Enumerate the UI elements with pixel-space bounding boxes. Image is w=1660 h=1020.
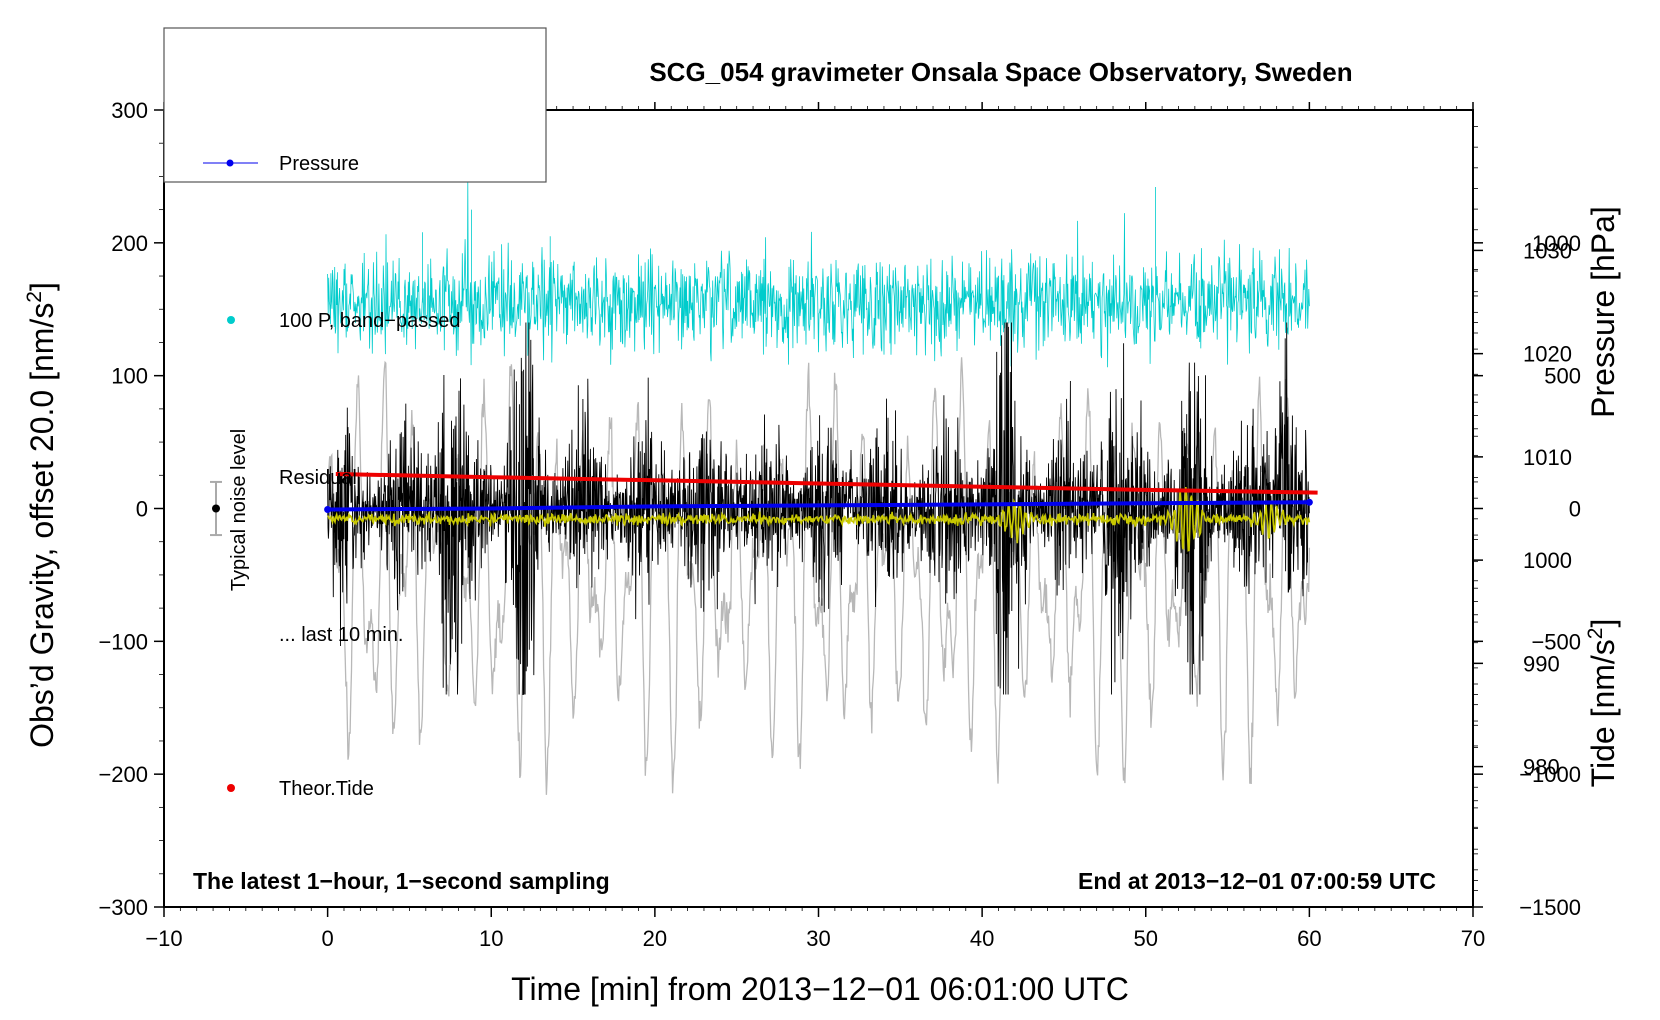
noise-level-indicator (210, 480, 222, 537)
noise-center-dot (212, 504, 220, 513)
theor-tide-label: Theor.Tide (279, 778, 374, 800)
pressure-tick-label: 1030 (1523, 238, 1572, 263)
legend-box (163, 27, 547, 183)
tide-tick-label: −1500 (1519, 895, 1581, 920)
x-tick-label: 70 (1461, 926, 1485, 951)
x-tick-label: 40 (970, 926, 994, 951)
tide-axis-title-sup: 2 (1584, 628, 1607, 640)
y-axis-left: −300 −200 −100 0 100 200 300 (98, 98, 164, 920)
residual-label: Residual (279, 467, 357, 489)
y-axis-title-main: Obs’d Gravity, offset 20.0 [nm/s (24, 303, 60, 748)
pressure-tick-label: 1000 (1523, 548, 1572, 573)
legend: Pressure (163, 27, 547, 183)
y-tick-label: −200 (98, 762, 148, 787)
band-passed-label: 100 P, band−passed (279, 310, 460, 332)
x-tick-label: 50 (1134, 926, 1158, 951)
y-axis-title-end: ] (24, 282, 60, 291)
tide-axis-title-end: ] (1585, 619, 1621, 628)
last-10-min-label: ... last 10 min. (279, 624, 404, 646)
y-tick-label: 300 (111, 98, 148, 123)
y-tick-label: 200 (111, 231, 148, 256)
legend-pressure-marker (226, 159, 234, 167)
y-axis-title-sup: 2 (23, 291, 46, 303)
y-axis-tide: −1500 −1000 −500 0 500 1000 (1473, 231, 1581, 920)
pressure-end-marker (1305, 498, 1313, 506)
noise-level-label: Typical noise level (228, 429, 250, 591)
tide-tick-label: 1000 (1532, 231, 1581, 256)
pressure-line (327, 500, 1310, 512)
band-passed-series (327, 181, 1310, 368)
x-tick-label: 60 (1297, 926, 1321, 951)
sampling-note: The latest 1−hour, 1−second sampling (193, 868, 610, 894)
tide-tick-label: 500 (1544, 364, 1581, 389)
pressure-tick-label: 1010 (1523, 445, 1572, 470)
last-10-min-series (327, 487, 1311, 552)
tide-tick-label: −1000 (1519, 762, 1581, 787)
legend-pressure-label: Pressure (279, 153, 359, 175)
tide-axis-title-main: Tide [nm/s (1585, 639, 1621, 787)
pressure-tick-label: 990 (1523, 651, 1560, 676)
x-tick-label: 10 (479, 926, 503, 951)
residual-series (327, 322, 1310, 695)
x-axis-title: Time [min] from 2013−12−01 06:01:00 UTC (511, 971, 1129, 1007)
x-axis: −10 0 10 20 30 40 50 60 70 (145, 102, 1485, 951)
tide-axis-title: Tide [nm/s2] (1584, 619, 1621, 788)
residual-line (327, 322, 1310, 695)
theor-tide-series (335, 472, 1318, 495)
pressure-axis-title: Pressure [hPa] (1585, 206, 1621, 418)
y-tick-label: −100 (98, 629, 148, 654)
pressure-tick-label: 980 (1523, 755, 1560, 780)
band-passed-line (327, 181, 1310, 368)
pressure-start-marker (324, 506, 332, 514)
theor-tide-line (335, 472, 1318, 495)
tide-tick-label: −500 (1531, 629, 1581, 654)
y-axis-pressure: 980 990 1000 1010 1020 1030 (1473, 126, 1572, 891)
theor-tide-marker (227, 784, 235, 792)
y-tick-label: 100 (111, 364, 148, 389)
pressure-tick-label: 1020 (1523, 342, 1572, 367)
tide-gray-series (326, 357, 1311, 795)
tide-tick-label: 0 (1569, 497, 1581, 522)
pressure-series (324, 498, 1313, 514)
y-tick-label: −300 (98, 895, 148, 920)
y-axis-title: Obs’d Gravity, offset 20.0 [nm/s2] (23, 282, 60, 748)
last-10-min-line (327, 487, 1311, 552)
x-tick-label: 30 (806, 926, 830, 951)
x-tick-label: −10 (145, 926, 182, 951)
x-tick-label: 0 (322, 926, 334, 951)
tide-gray-line (326, 357, 1311, 795)
x-tick-label: 20 (643, 926, 667, 951)
y-tick-label: 0 (136, 497, 148, 522)
band-passed-marker (227, 316, 235, 324)
chart-title: SCG_054 gravimeter Onsala Space Observat… (649, 57, 1352, 87)
end-time-note: End at 2013−12−01 07:00:59 UTC (1078, 868, 1436, 894)
